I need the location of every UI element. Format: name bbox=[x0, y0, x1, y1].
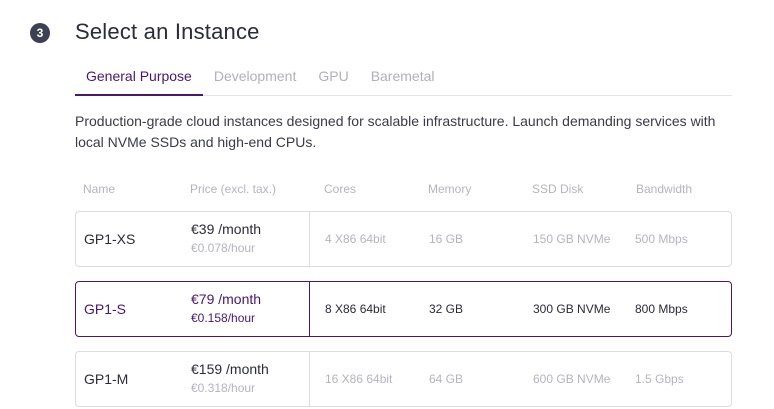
instance-price-hour: €0.158/hour bbox=[191, 311, 256, 325]
instance-name: GP1-M bbox=[84, 371, 129, 387]
tab-baremetal[interactable]: Baremetal bbox=[370, 68, 435, 84]
instance-price-hour: €0.078/hour bbox=[191, 241, 256, 255]
instance-bandwidth: 1.5 Gbps bbox=[635, 372, 684, 386]
instance-cores: 16 X86 64bit bbox=[325, 372, 393, 386]
instance-ssd: 300 GB NVMe bbox=[533, 302, 611, 316]
instance-ssd: 150 GB NVMe bbox=[533, 232, 611, 246]
instance-row-gp1-xs[interactable]: GP1-XS €39 /month €0.078/hour 4 X86 64bi… bbox=[75, 211, 732, 267]
instance-memory: 32 GB bbox=[429, 302, 464, 316]
tab-gpu[interactable]: GPU bbox=[318, 68, 349, 84]
header-memory: Memory bbox=[428, 182, 472, 196]
step-number-badge: 3 bbox=[30, 23, 50, 43]
instance-row-gp1-m[interactable]: GP1-M €159 /month €0.318/hour 16 X86 64b… bbox=[75, 351, 732, 407]
instance-ssd: 600 GB NVMe bbox=[533, 372, 611, 386]
row-divider bbox=[309, 282, 310, 336]
instance-cores: 4 X86 64bit bbox=[325, 232, 386, 246]
table-header: Name Price (excl. tax.) Cores Memory SSD… bbox=[75, 182, 732, 198]
header-name: Name bbox=[83, 182, 116, 196]
instance-price-month: €159 /month bbox=[191, 361, 269, 377]
row-divider bbox=[309, 352, 310, 406]
instance-category-tabs: General Purpose Development GPU Baremeta… bbox=[75, 64, 732, 96]
instance-price-month: €39 /month bbox=[191, 221, 262, 237]
header-ssd: SSD Disk bbox=[532, 182, 584, 196]
instance-price-hour: €0.318/hour bbox=[191, 381, 256, 395]
instance-name: GP1-S bbox=[84, 301, 127, 317]
row-divider bbox=[309, 212, 310, 266]
tab-development[interactable]: Development bbox=[213, 68, 297, 84]
instance-name: GP1-XS bbox=[84, 231, 136, 247]
instance-price-month: €79 /month bbox=[191, 291, 262, 307]
header-cores: Cores bbox=[324, 182, 357, 196]
page-title: Select an Instance bbox=[75, 19, 260, 44]
instance-cores: 8 X86 64bit bbox=[325, 302, 386, 316]
instance-bandwidth: 800 Mbps bbox=[635, 302, 688, 316]
instance-memory: 64 GB bbox=[429, 372, 464, 386]
tab-general-purpose[interactable]: General Purpose bbox=[75, 64, 203, 96]
instance-bandwidth: 500 Mbps bbox=[635, 232, 688, 246]
header-bandwidth: Bandwidth bbox=[636, 182, 693, 196]
category-description: Production-grade cloud instances designe… bbox=[75, 113, 716, 150]
instance-memory: 16 GB bbox=[429, 232, 464, 246]
instance-row-gp1-s[interactable]: GP1-S €79 /month €0.158/hour 8 X86 64bit… bbox=[75, 281, 732, 337]
header-price: Price (excl. tax.) bbox=[190, 182, 277, 196]
